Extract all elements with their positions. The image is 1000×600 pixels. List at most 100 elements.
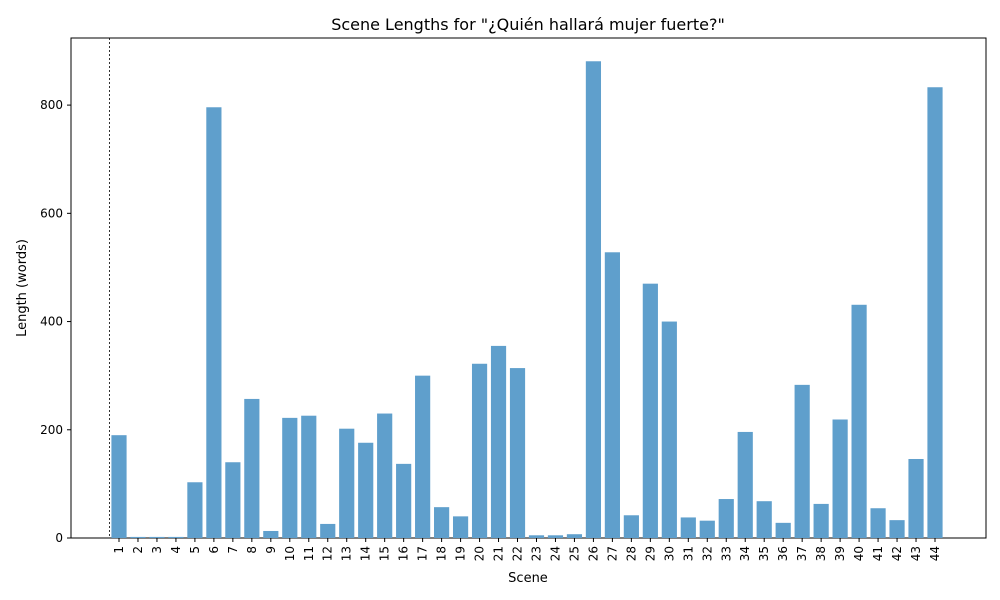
x-tick-label-20: 20	[473, 546, 487, 561]
bar-scene-36	[775, 522, 791, 538]
bar-scene-35	[756, 501, 772, 538]
x-tick-label-4: 4	[169, 546, 183, 554]
x-tick-label-22: 22	[511, 546, 525, 561]
bar-scene-8	[244, 398, 260, 538]
bar-scene-1	[111, 435, 127, 538]
x-tick-label-7: 7	[226, 546, 240, 554]
x-axis: 1 2 3 4 5 6 7 8 9 10 11 12 13 14 15 16 17 18 19 20 21 22 23 24 2…	[112, 538, 942, 561]
bar-scene-43	[908, 458, 924, 538]
bar-scene-22	[509, 368, 526, 538]
y-axis: 0 200 400 600 800	[40, 98, 71, 545]
bar-scene-20	[471, 363, 488, 538]
chart-title: Scene Lengths for "¿Quién hallará mujer …	[331, 15, 725, 34]
bar-scene-44	[927, 87, 943, 538]
bar-scene-7	[225, 462, 241, 538]
bar-scene-37	[794, 384, 810, 538]
x-tick-label-25: 25	[567, 546, 581, 561]
bar-scene-15	[377, 413, 393, 538]
x-tick-label-5: 5	[188, 546, 202, 554]
x-tick-label-34: 34	[738, 546, 752, 561]
x-tick-label-12: 12	[321, 546, 335, 561]
bar-scene-13	[339, 428, 355, 538]
bar-scene-6	[206, 107, 222, 538]
x-tick-label-2: 2	[131, 546, 145, 554]
x-tick-label-17: 17	[416, 546, 430, 561]
bar-scene-32	[699, 520, 715, 538]
bar-scene-23	[528, 535, 545, 538]
x-tick-label-38: 38	[814, 546, 828, 561]
bar-scene-33	[718, 499, 734, 538]
bar-scene-18	[434, 507, 450, 538]
bar-scene-21	[490, 345, 507, 538]
x-tick-label-27: 27	[605, 546, 619, 561]
y-tick-label-800: 800	[40, 98, 63, 112]
bar-scene-12	[320, 523, 336, 538]
x-tick-label-32: 32	[700, 546, 714, 561]
bar-scene-34	[737, 431, 753, 538]
x-tick-label-44: 44	[928, 546, 942, 561]
x-tick-label-35: 35	[757, 546, 771, 561]
bar-scene-28	[623, 515, 639, 538]
x-tick-label-8: 8	[245, 546, 259, 554]
bar-scene-24	[547, 535, 564, 538]
x-tick-label-30: 30	[662, 546, 676, 561]
bar-scene-41	[870, 508, 886, 538]
x-tick-label-15: 15	[378, 546, 392, 561]
x-tick-label-31: 31	[681, 546, 695, 561]
x-tick-label-28: 28	[624, 546, 638, 561]
bar-scene-2	[130, 536, 146, 538]
bar-scene-39	[832, 419, 848, 538]
bar-scene-19	[452, 516, 469, 538]
bar-scene-5	[187, 482, 203, 538]
bar-scene-14	[358, 442, 374, 538]
y-axis-label: Length (words)	[15, 239, 30, 337]
bar-scene-42	[889, 520, 905, 538]
x-tick-label-42: 42	[890, 546, 904, 561]
bar-scene-30	[661, 321, 677, 538]
x-tick-label-6: 6	[207, 546, 221, 554]
x-tick-label-9: 9	[264, 546, 278, 554]
x-tick-label-18: 18	[435, 546, 449, 561]
bar-scene-11	[301, 415, 317, 538]
x-tick-label-29: 29	[643, 546, 657, 561]
bar-scene-26	[585, 61, 602, 538]
x-tick-label-13: 13	[340, 546, 354, 561]
bar-scene-40	[851, 304, 867, 538]
bar-scene-16	[396, 463, 412, 538]
bars-group	[111, 61, 943, 539]
y-tick-label-400: 400	[40, 315, 63, 329]
y-tick-label-600: 600	[40, 206, 63, 220]
bar-scene-27	[604, 252, 620, 539]
bar-scene-17	[415, 375, 431, 538]
bar-scene-31	[680, 517, 696, 538]
x-tick-label-10: 10	[283, 546, 297, 561]
x-tick-label-14: 14	[359, 546, 373, 561]
bar-scene-38	[813, 503, 829, 538]
x-tick-label-11: 11	[302, 546, 316, 561]
x-tick-label-21: 21	[492, 546, 506, 561]
x-tick-label-43: 43	[909, 546, 923, 561]
x-tick-label-23: 23	[529, 546, 543, 561]
x-tick-label-19: 19	[454, 546, 468, 561]
x-tick-label-40: 40	[852, 546, 866, 561]
x-tick-label-24: 24	[548, 546, 562, 561]
y-tick-label-0: 0	[55, 531, 63, 545]
x-tick-label-33: 33	[719, 546, 733, 561]
bar-scene-3	[149, 536, 165, 538]
bar-scene-9	[263, 530, 279, 538]
bar-scene-29	[642, 283, 658, 538]
bar-scene-10	[282, 417, 298, 538]
x-tick-label-39: 39	[833, 546, 847, 561]
bar-scene-4	[168, 536, 184, 538]
x-tick-label-1: 1	[112, 546, 126, 554]
x-tick-label-3: 3	[150, 546, 164, 554]
x-tick-label-41: 41	[871, 546, 885, 561]
x-tick-label-36: 36	[776, 546, 790, 561]
x-tick-label-16: 16	[397, 546, 411, 561]
bar-scene-25	[566, 534, 583, 538]
x-tick-label-26: 26	[586, 546, 600, 561]
x-axis-label: Scene	[508, 571, 548, 586]
y-tick-label-200: 200	[40, 423, 63, 437]
